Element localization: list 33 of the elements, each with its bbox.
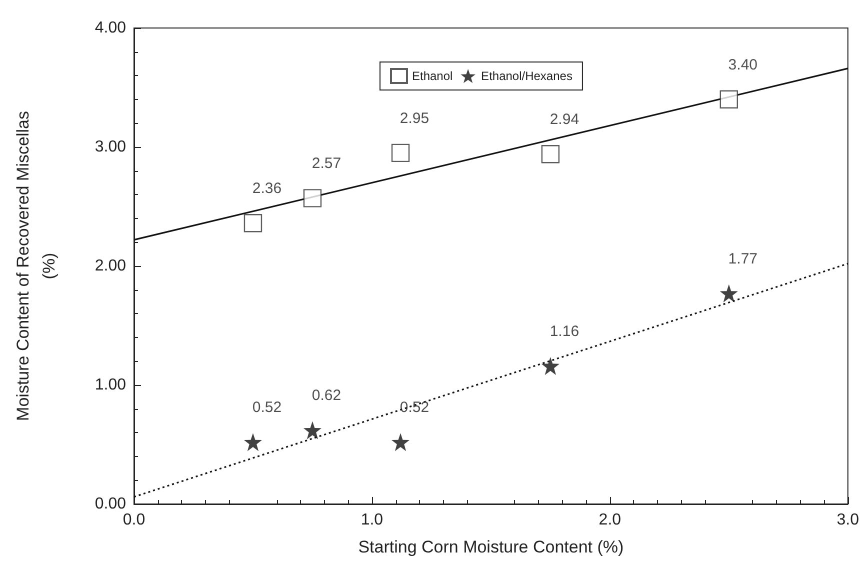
- y-tick-label: 1.00: [94, 376, 126, 394]
- point: [541, 356, 560, 375]
- x-tick-label: 2.0: [598, 512, 622, 528]
- y-tick-label: 0.00: [94, 496, 126, 512]
- point: [720, 90, 738, 108]
- y-tick-label: 2.00: [94, 258, 126, 274]
- data-label: 2.94: [550, 111, 580, 128]
- point: [720, 284, 738, 302]
- data-label: 0.52: [400, 399, 430, 416]
- y-tick-label: 3.00: [94, 138, 126, 156]
- x-tick-label: 3.0: [836, 512, 860, 528]
- data-label: 2.57: [312, 155, 342, 172]
- x-tick-label: 0.0: [122, 512, 146, 528]
- point: [244, 433, 262, 452]
- data-label: 1.77: [728, 250, 758, 268]
- point: [541, 145, 560, 164]
- point: [244, 214, 262, 232]
- data-label: 1.16: [550, 322, 580, 340]
- y-axis-title: Moisture Content of Recovered Miscellas (%): [14, 111, 58, 421]
- x-tick-label: 1.0: [360, 512, 384, 528]
- data-label: 2.36: [252, 180, 282, 198]
- y-tick-label: 4.00: [94, 20, 126, 36]
- point: [391, 144, 410, 162]
- legend-label: Ethanol: [412, 69, 453, 83]
- point: [392, 433, 410, 452]
- data-label: 2.95: [400, 110, 430, 127]
- point: [303, 189, 322, 208]
- data-label: 0.62: [312, 387, 342, 404]
- data-label: 0.52: [252, 399, 282, 416]
- data-label: 3.40: [728, 56, 758, 74]
- legend-label: Ethanol/Hexanes: [481, 69, 572, 83]
- point: [303, 421, 322, 440]
- x-axis-title: Starting Corn Moisture Content (%): [358, 538, 624, 556]
